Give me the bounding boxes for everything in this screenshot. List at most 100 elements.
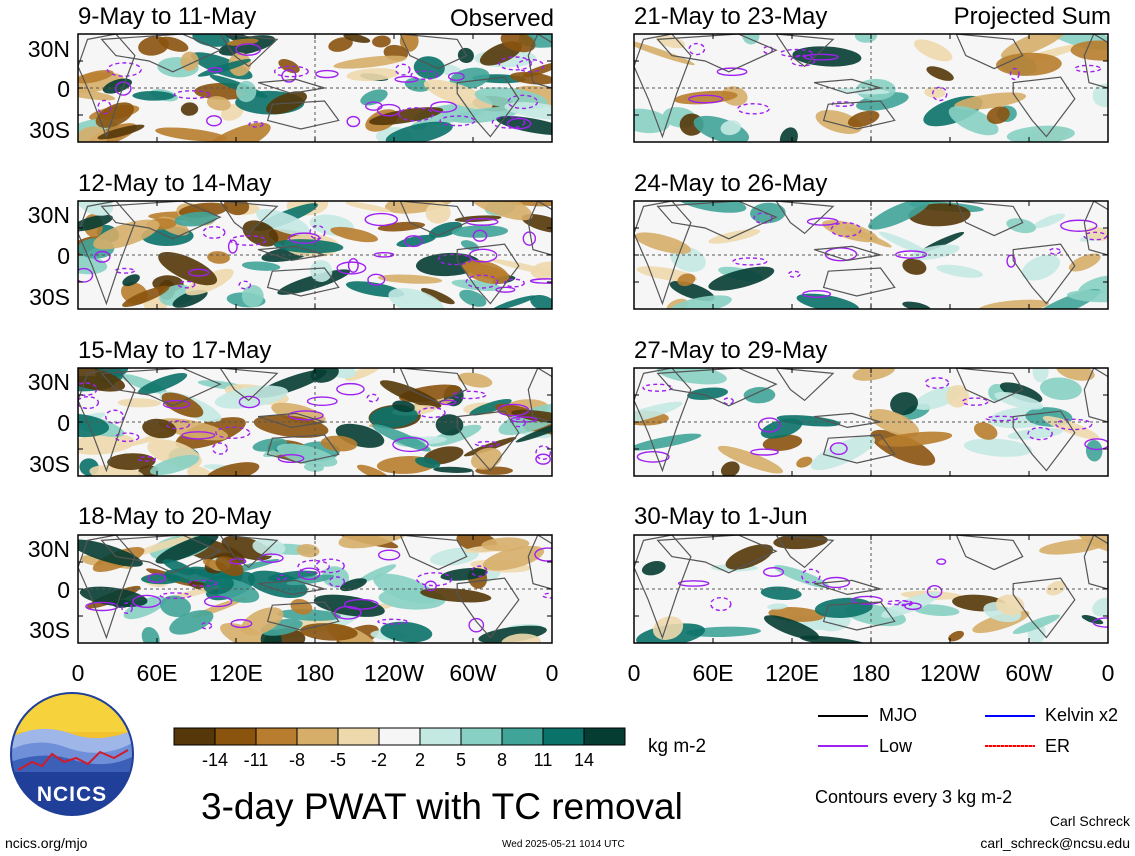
low-contour [277,454,305,464]
low-contour [115,81,132,96]
map-panel [77,200,553,310]
low-contour [824,247,858,262]
y-tick-label: 30N [27,369,70,395]
colorbar-swatch [337,727,380,746]
coastline [266,601,340,631]
anomaly-blob [321,566,350,588]
low-contour [258,553,284,563]
coastline [634,34,692,139]
colorbar-swatch [419,727,462,746]
x-tick-label: 0 [545,660,559,686]
x-tick-label: 180 [851,660,891,686]
colorbar-label: -5 [329,750,347,770]
low-contour [106,62,142,77]
anomaly-blob [377,274,443,284]
low-contour [710,596,732,612]
anomaly-blob [1066,290,1108,303]
low-contour [347,257,359,273]
anomaly-blob [1085,439,1103,462]
low-contour [276,574,287,581]
anomaly-blob [773,535,828,550]
panel-title: 30-May to 1-Jun [634,503,808,530]
anomaly-blob [360,89,388,106]
low-contour [1006,254,1016,268]
anomaly-blob [78,368,126,392]
coastline [775,535,835,569]
coastline [1083,34,1108,89]
low-contour [472,229,488,242]
coastline [1083,368,1108,423]
anomaly-blob [948,630,964,642]
low-contour [507,94,539,110]
low-contour [114,267,136,274]
logo-text: NCICS [37,783,107,806]
low-contour [173,90,211,99]
low-contour [394,75,419,83]
coastline [456,410,520,472]
coastline [78,201,136,306]
low-contour [343,598,379,610]
anomaly-blob [978,299,1050,309]
low-contour [898,600,913,607]
coastline [219,535,279,569]
legend-swatch-low [818,745,868,747]
anomaly-blob [490,259,552,277]
coastline [656,368,778,407]
anomaly-blob [206,96,231,111]
anomaly-blob [197,59,251,77]
anomaly-blob [155,127,227,142]
low-contour [1083,231,1108,241]
anomaly-blob [1092,83,1108,108]
anomaly-blob [481,537,530,552]
low-contour [895,250,928,259]
anomaly-blob [720,461,740,476]
low-contour [336,261,367,275]
anomaly-blob [78,433,135,455]
coastline [100,201,222,240]
low-contour [642,383,673,392]
low-contour [238,395,261,409]
low-contour [78,382,98,397]
low-contour [235,43,262,56]
anomaly-blob [521,214,552,234]
anomaly-blob [130,535,195,557]
anomaly-blob [669,280,715,302]
author-email-link[interactable]: carl_schreck@ncsu.edu [980,835,1130,851]
anomaly-blob [936,264,983,278]
low-contour [468,617,485,633]
anomaly-blob [973,422,998,440]
anomaly-blob [328,37,353,52]
anomaly-blob [218,35,276,56]
anomaly-blob [634,401,683,425]
anomaly-blob [415,457,441,469]
low-contour [346,115,361,128]
anomaly-blob [779,127,798,142]
coastline [266,434,340,464]
low-contour [105,409,125,424]
x-tick-label: 0 [627,660,641,686]
low-contour [931,86,948,102]
coastline [399,535,468,571]
anomaly-blob [459,289,487,307]
anomaly-blob [369,107,444,126]
y-tick-label: 0 [57,577,70,603]
low-contour [430,101,458,113]
x-tick-label: 60W [449,660,497,686]
low-contour [497,403,530,417]
low-contour [315,69,339,79]
anomaly-blob [496,116,552,136]
ncics-logo: NCICS [10,692,134,816]
anomaly-blob [720,120,742,136]
map-panel [633,200,1109,310]
anomaly-blob [137,373,188,395]
low-contour [636,450,670,463]
footer-site-link[interactable]: ncics.org/mjo [5,835,88,851]
anomaly-blob [469,399,512,416]
anomaly-blob [763,615,820,640]
colorbar-units: kg m-2 [648,736,707,757]
panel-title: 24-May to 26-May [634,170,828,197]
low-contour [159,592,192,600]
author-name: Carl Schreck [1049,813,1130,829]
anomaly-blob [343,34,371,43]
